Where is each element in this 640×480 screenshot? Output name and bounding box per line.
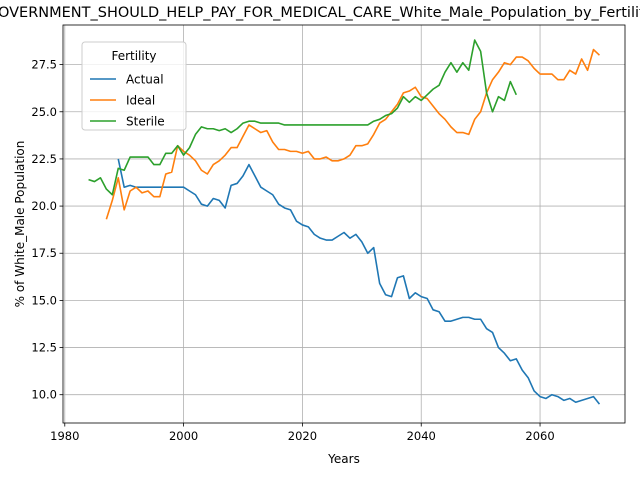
axis-ticks: 1980 2000 2020 2040 2060 10.0 12.5 15.0 17.5 20.0… xyxy=(31,58,554,443)
legend-box xyxy=(81,41,187,131)
series-line-actual xyxy=(117,158,601,405)
series-line-sterile xyxy=(88,39,518,196)
legend-items: Actual Ideal Sterile xyxy=(90,73,165,129)
y-tick-label: 27.5 xyxy=(31,58,57,72)
y-tick-label: 15.0 xyxy=(31,293,57,307)
series-lines xyxy=(88,39,601,405)
legend-label-ideal: Ideal xyxy=(126,94,155,108)
legend: Fertility Actual Ideal Sterile xyxy=(81,41,187,131)
series-line-ideal xyxy=(105,48,601,220)
x-tick-label: 2060 xyxy=(525,429,554,443)
x-tick-label: 1980 xyxy=(50,429,79,443)
y-tick-label: 10.0 xyxy=(31,388,57,402)
legend-label-actual: Actual xyxy=(126,73,164,87)
plot-area-frame xyxy=(62,24,626,424)
x-tick-label: 2000 xyxy=(169,429,198,443)
y-tick-label: 25.0 xyxy=(31,105,57,119)
y-tick-label: 12.5 xyxy=(31,341,57,355)
x-axis-label: Years xyxy=(327,452,360,466)
legend-title: Fertility xyxy=(111,49,156,63)
y-axis-label: % of White_Male Population xyxy=(13,141,27,308)
chart-title: GOVERNMENT_SHOULD_HELP_PAY_FOR_MEDICAL_C… xyxy=(0,5,640,21)
y-tick-label: 22.5 xyxy=(31,152,57,166)
x-tick-label: 2040 xyxy=(407,429,436,443)
legend-label-sterile: Sterile xyxy=(126,115,165,129)
y-tick-label: 20.0 xyxy=(31,199,57,213)
y-tick-label: 17.5 xyxy=(31,246,57,260)
x-tick-label: 2020 xyxy=(288,429,317,443)
